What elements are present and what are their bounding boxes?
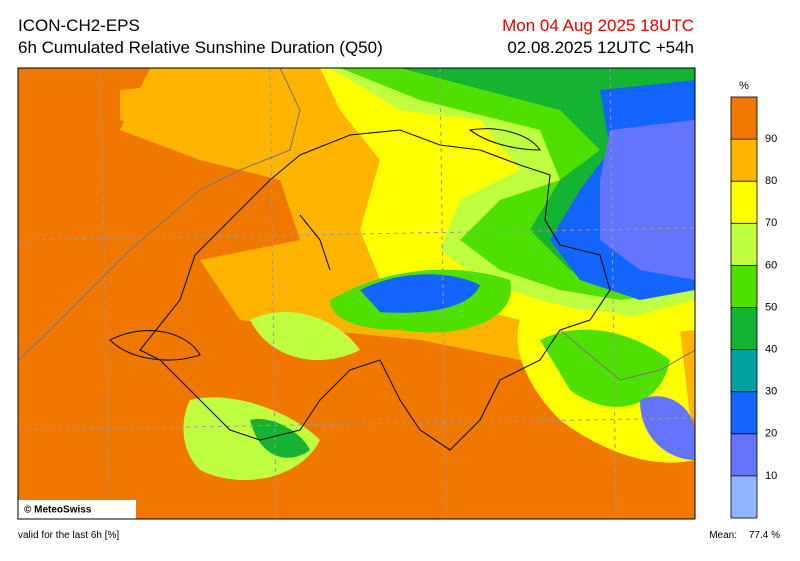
colorbar-bin xyxy=(731,181,757,224)
colorbar-bin xyxy=(731,307,757,350)
colorbar: 10 20 30 40 50 60 70 80 90 xyxy=(730,96,777,519)
colorbar-tick-label: 70 xyxy=(765,217,777,229)
colorbar-bin xyxy=(731,265,757,308)
colorbar-tick-label: 20 xyxy=(765,428,777,440)
mean-label: Mean: xyxy=(709,530,737,541)
mean-value: 77.4 % xyxy=(748,530,780,541)
colorbar-bin xyxy=(731,433,757,476)
footer-note: valid for the last 6h [%] xyxy=(18,530,120,541)
colorbar-bin xyxy=(731,223,757,266)
colorbar-tick-label: 80 xyxy=(765,175,777,187)
colorbar-bin xyxy=(731,97,757,140)
colorbar-tick-label: 10 xyxy=(765,470,777,482)
colorbar-unit: % xyxy=(739,80,749,92)
colorbar-tick-label: 30 xyxy=(765,386,777,398)
copyright: © MeteoSwiss xyxy=(24,505,92,516)
map-frame xyxy=(17,67,696,520)
colorbar-bin xyxy=(731,349,757,392)
colorbar-bin xyxy=(731,139,757,182)
colorbar-tick-label: 50 xyxy=(765,301,777,313)
colorbar-tick-label: 90 xyxy=(765,133,777,145)
valid-time: Mon 04 Aug 2025 18UTC xyxy=(502,16,694,35)
colorbar-tick-label: 40 xyxy=(765,344,777,356)
run-time: 02.08.2025 12UTC +54h xyxy=(507,38,694,57)
map-field: © MeteoSwiss xyxy=(18,68,695,519)
colorbar-bin xyxy=(731,391,757,434)
model-name: ICON-CH2-EPS xyxy=(18,16,140,35)
colorbar-tick-label: 60 xyxy=(765,259,777,271)
product-title: 6h Cumulated Relative Sunshine Duration … xyxy=(18,38,383,57)
colorbar-bin xyxy=(731,475,757,518)
